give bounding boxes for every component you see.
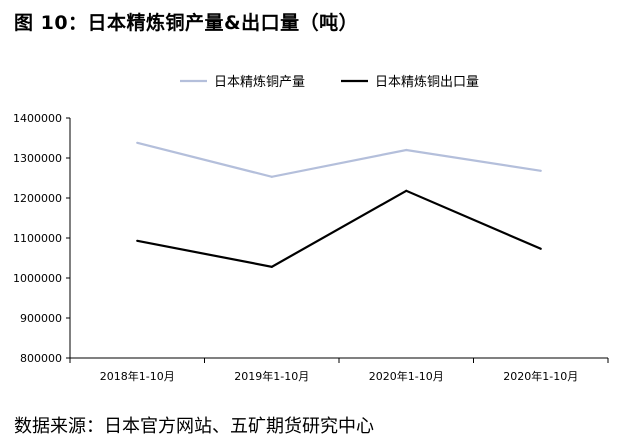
data-point (539, 169, 542, 172)
figure-title: 图 10：日本精炼铜产量&出口量（吨） (14, 12, 359, 34)
data-point (136, 239, 139, 242)
data-point (136, 141, 139, 144)
figure-source: 数据来源：日本官方网站、五矿期货研究中心 (14, 416, 374, 437)
data-point (405, 189, 408, 192)
data-point (539, 247, 542, 250)
y-tick-label: 1400000 (13, 112, 62, 125)
y-tick-label: 1100000 (13, 232, 62, 245)
legend-label-1: 日本精炼铜产量 (214, 75, 305, 90)
y-tick-label: 1000000 (13, 272, 62, 285)
series-group (136, 141, 542, 268)
series-line-2 (137, 189, 542, 268)
y-tick-label: 800000 (20, 352, 62, 365)
data-point (405, 148, 408, 152)
legend-label-2: 日本精炼铜出口量 (375, 75, 479, 90)
y-axis: 1400000 1300000 1200000 1100000 1000000 90000… (13, 112, 71, 365)
x-tick-label: 2019年1-10月 (234, 369, 309, 383)
data-point (270, 265, 273, 268)
legend: 日本精炼铜产量 日本精炼铜出口量 (180, 75, 479, 90)
series-line-1 (137, 141, 541, 178)
x-axis: 2018年1-10月 2019年1-10月 2020年1-10月 2020年1-10月 (69, 357, 609, 383)
data-point (270, 175, 273, 178)
x-tick-label: 2018年1-10月 (100, 369, 175, 383)
x-tick-label: 2020年1-10月 (369, 369, 444, 383)
y-tick-label: 1200000 (13, 192, 62, 205)
x-tick-label: 2020年1-10月 (503, 369, 578, 383)
y-tick-label: 900000 (20, 312, 62, 325)
y-tick-label: 1300000 (13, 152, 62, 165)
